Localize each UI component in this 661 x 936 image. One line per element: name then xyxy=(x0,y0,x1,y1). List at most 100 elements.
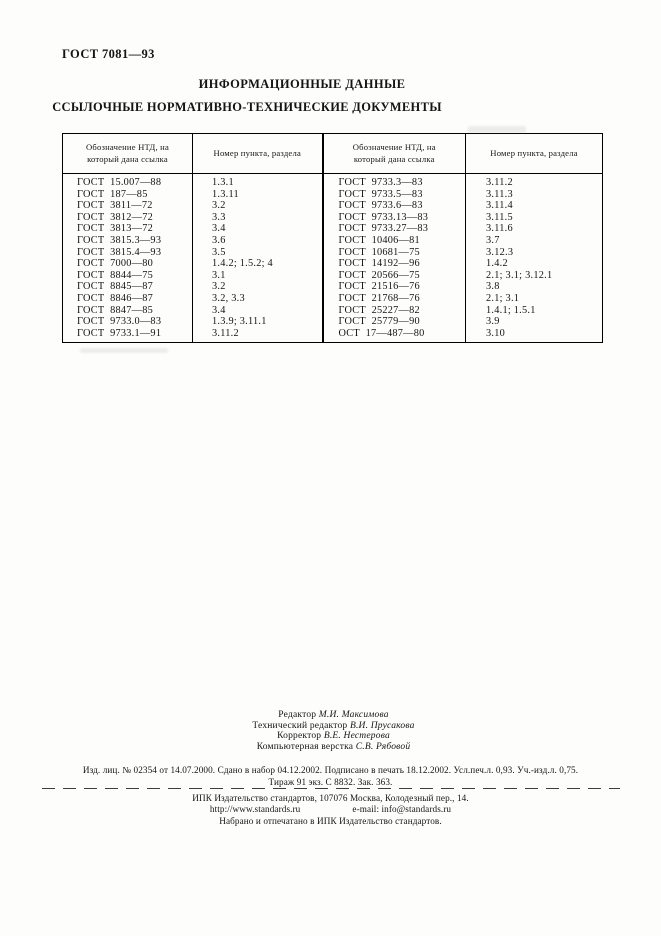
ntd-designation-cell: ГОСТ 14192—96 xyxy=(321,258,466,270)
ntd-designation-cell: ГОСТ 8846—87 xyxy=(77,292,154,304)
ntd-designation-cell: ГОСТ 15.007—88 xyxy=(77,177,162,188)
clause-number-cell: 3.11.5 xyxy=(465,211,603,224)
column-header-clause-left: Номер пункта, раздела xyxy=(192,133,323,174)
table-header-row: Обозначение НТД, на который дана ссылка … xyxy=(62,133,603,174)
credit-technical-editor: Технический редактор В.И. Прусакова xyxy=(3,721,661,732)
clause-number-cell: 3.5 xyxy=(192,246,323,259)
table-row: ГОСТ 8844—75 3.1 ГОСТ 20566—75 2.1; 3.1; 3.… xyxy=(63,269,603,282)
ntd-designation-cell: ГОСТ 25779—90 xyxy=(321,316,466,328)
table-row: ГОСТ 3812—72 3.3 ГОСТ 9733.13—83 3.11.5 xyxy=(63,211,603,224)
credit-role: Корректор xyxy=(277,731,322,742)
imprint-line-2: Тираж 91 экз. С 8832. Зак. 363. xyxy=(268,776,393,787)
clause-number-cell: 2.1; 3.1 xyxy=(465,292,603,305)
table-row: ГОСТ 8847—85 3.4 ГОСТ 25227—82 1.4.1; 1.5.1 xyxy=(63,304,603,317)
credit-name: М.И. Максимова xyxy=(318,710,389,720)
ntd-designation-cell: ГОСТ 187—85 xyxy=(77,188,148,200)
ntd-designation-cell: ГОСТ 10406—81 xyxy=(321,234,466,247)
clause-number-cell: 3.9 xyxy=(465,316,603,328)
publisher-email: e-mail: info@standards.ru xyxy=(352,804,452,815)
ntd-designation-cell: ОСТ 17—487—80 xyxy=(321,327,466,343)
clause-number-cell: 3.11.3 xyxy=(465,188,603,201)
clause-number-cell: 3.1 xyxy=(192,269,323,282)
clause-number-cell: 3.3 xyxy=(192,211,323,224)
ntd-designation-cell: ГОСТ 3812—72 xyxy=(77,211,154,223)
clause-number-cell: 1.4.2 xyxy=(465,258,603,270)
table-row: ГОСТ 3811—72 3.2 ГОСТ 9733.6—83 3.11.4 xyxy=(63,200,603,212)
divider-line xyxy=(42,788,620,789)
clause-number-cell: 1.3.9; 3.11.1 xyxy=(192,316,323,328)
clause-number-cell: 1.4.1; 1.5.1 xyxy=(465,304,603,317)
standard-code: ГОСТ 7081—93 xyxy=(62,47,155,61)
reference-documents-table: Обозначение НТД, на который дана ссылка … xyxy=(62,133,603,344)
publisher-block: ИПК Издательство стандартов, 107076 Моск… xyxy=(30,793,631,827)
clause-number-cell: 3.11.2 xyxy=(465,173,603,189)
ntd-designation-cell: ГОСТ 21516—76 xyxy=(321,281,466,293)
ntd-designation-cell: ГОСТ 9733.5—83 xyxy=(321,188,466,201)
table-row: ГОСТ 3813—72 3.4 ГОСТ 9733.27—83 3.11.6 xyxy=(63,223,603,235)
table-row: ГОСТ 8846—87 3.2, 3.3 ГОСТ 21768—76 2.1; 3.… xyxy=(63,292,603,305)
clause-number-cell: 3.2, 3.3 xyxy=(192,292,323,305)
credit-role: Редактор xyxy=(278,710,317,720)
credit-role: Компьютерная верстка xyxy=(256,741,354,752)
clause-number-cell: 3.6 xyxy=(192,234,323,247)
clause-number-cell: 3.11.6 xyxy=(465,223,603,235)
ntd-designation-cell: ГОСТ 20566—75 xyxy=(321,269,466,282)
credit-role: Технический редактор xyxy=(252,720,348,731)
table-row: ГОСТ 9733.0—83 1.3.9; 3.11.1 ГОСТ 25779—90… xyxy=(63,316,603,328)
ntd-designation-cell: ГОСТ 3811—72 xyxy=(77,200,153,212)
table-row: ГОСТ 3815.3—93 3.6 ГОСТ 10406—81 3.7 xyxy=(63,234,603,247)
credit-name: В.И. Прусакова xyxy=(349,720,415,731)
clause-number-cell: 3.8 xyxy=(465,281,603,293)
publisher-contacts-row: http://www.standards.ru e-mail: info@sta… xyxy=(30,804,631,815)
ntd-designation-cell: ГОСТ 9733.1—91 xyxy=(77,327,162,339)
column-header-clause-right: Номер пункта, раздела xyxy=(465,133,603,174)
clause-number-cell: 3.2 xyxy=(192,200,323,212)
credit-name: С.В. Рябовой xyxy=(355,741,411,752)
ntd-designation-cell: ГОСТ 3815.4—93 xyxy=(77,246,162,258)
ntd-designation-cell: ГОСТ 25227—82 xyxy=(321,304,466,317)
table-body: ГОСТ 15.007—88 1.3.1 ГОСТ 9733.3—83 3.11.2 Г… xyxy=(63,173,603,343)
credit-proofreader: Корректор В.Е. Нестерова xyxy=(3,731,661,742)
imprint-line-1: Изд. лиц. № 02354 от 14.07.2000. Сдано в… xyxy=(82,765,579,775)
publisher-website: http://www.standards.ru xyxy=(209,804,301,815)
table-row: ГОСТ 3815.4—93 3.5 ГОСТ 10681—75 3.12.3 xyxy=(63,246,603,259)
publisher-printed-note: Набрано и отпечатано в ИПК Издательство … xyxy=(219,815,442,826)
table-row: ГОСТ 9733.1—91 3.11.2 ОСТ 17—487—80 3.10 xyxy=(63,327,603,343)
clause-number-cell: 1.3.1 xyxy=(192,173,323,189)
ntd-designation-cell: ГОСТ 8844—75 xyxy=(77,269,154,281)
ntd-designation-cell: ГОСТ 9733.27—83 xyxy=(321,223,466,235)
clause-number-cell: 2.1; 3.1; 3.12.1 xyxy=(465,269,603,282)
clause-number-cell: 3.11.4 xyxy=(465,200,603,212)
ntd-designation-cell: ГОСТ 3815.3—93 xyxy=(77,234,162,246)
ntd-designation-cell: ГОСТ 9733.3—83 xyxy=(321,173,466,189)
credits-block: Редактор М.И. Максимова Технический реда… xyxy=(3,710,661,752)
clause-number-cell: 3.2 xyxy=(192,281,323,293)
page-title: ИНФОРМАЦИОННЫЕ ДАННЫЕ xyxy=(198,77,406,91)
ntd-designation-cell: ГОСТ 9733.6—83 xyxy=(321,200,466,212)
clause-number-cell: 3.4 xyxy=(192,304,323,317)
table-row: ГОСТ 15.007—88 1.3.1 ГОСТ 9733.3—83 3.11.2 xyxy=(63,173,603,189)
scan-artifact xyxy=(468,126,526,133)
credit-layout: Компьютерная верстка С.В. Рябовой xyxy=(3,742,661,753)
ntd-designation-cell: ГОСТ 21768—76 xyxy=(321,292,466,305)
ntd-designation-cell: ГОСТ 7000—80 xyxy=(77,258,154,270)
table-row: ГОСТ 187—85 1.3.11 ГОСТ 9733.5—83 3.11.3 xyxy=(63,188,603,201)
clause-number-cell: 3.4 xyxy=(192,223,323,235)
ntd-designation-cell: ГОСТ 8847—85 xyxy=(77,304,154,316)
credit-name: В.Е. Нестерова xyxy=(323,731,390,742)
table-row: ГОСТ 8845—87 3.2 ГОСТ 21516—76 3.8 xyxy=(63,281,603,293)
clause-number-cell: 1.3.11 xyxy=(192,188,323,201)
column-header-designation-left: Обозначение НТД, на который дана ссылка xyxy=(62,133,193,174)
ntd-designation-cell: ГОСТ 9733.0—83 xyxy=(77,316,162,328)
credit-editor: Редактор М.И. Максимова xyxy=(3,710,661,721)
publisher-address: ИПК Издательство стандартов, 107076 Моск… xyxy=(192,793,469,803)
column-header-designation-right: Обозначение НТД, на который дана ссылка xyxy=(321,133,466,174)
ntd-designation-cell: ГОСТ 10681—75 xyxy=(321,246,466,259)
clause-number-cell: 3.7 xyxy=(465,234,603,247)
page-subtitle: ССЫЛОЧНЫЕ НОРМАТИВНО-ТЕХНИЧЕСКИЕ ДОКУМЕН… xyxy=(52,100,442,114)
clause-number-cell: 3.11.2 xyxy=(192,327,323,343)
ntd-designation-cell: ГОСТ 3813—72 xyxy=(77,223,154,235)
table-row: ГОСТ 7000—80 1.4.2; 1.5.2; 4 ГОСТ 14192—96… xyxy=(63,258,603,270)
clause-number-cell: 3.10 xyxy=(465,327,603,343)
